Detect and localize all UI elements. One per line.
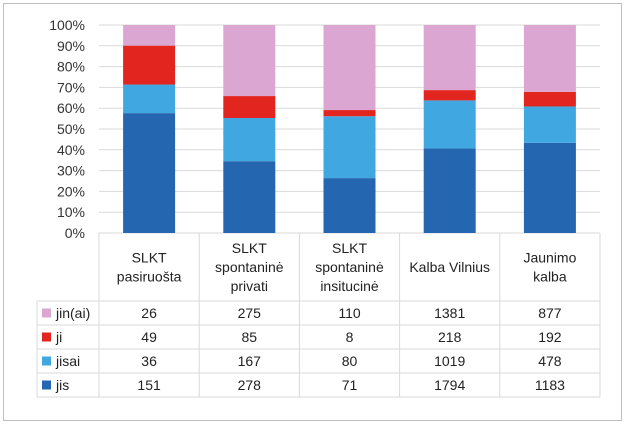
y-tick-label: 0% [65,225,85,241]
bar-segment-jinai [123,25,176,46]
bar-segment-ji [223,96,276,119]
table-value: 167 [238,353,262,369]
bar-segment-jinai [523,25,576,92]
table-value: 110 [338,305,361,321]
category-label: SLKT [132,250,167,266]
category-label: privati [231,278,268,294]
legend-key-jisai [42,356,51,366]
bar-segment-ji [323,110,376,117]
category-label: Jaunimo [523,250,576,266]
y-tick-label: 30% [57,163,85,179]
category-label: SLKT [332,240,367,256]
bar-segment-jinai [423,25,476,91]
bar-segment-ji [123,45,176,85]
y-tick-label: 40% [57,142,85,158]
y-tick-label: 50% [57,121,85,137]
category-label: Kalba Vilnius [409,259,490,275]
bar-segment-jisai [523,106,576,143]
bar-segment-jisai [223,118,276,162]
table-value: 478 [538,353,562,369]
bar-segment-jinai [323,25,376,111]
table-value: 71 [342,377,358,393]
chart-frame [3,3,622,421]
y-tick-label: 80% [57,59,85,75]
bar-segment-jis [123,113,176,233]
table-value: 26 [141,305,157,321]
bar-segment-jinai [223,25,276,97]
table-value: 1019 [434,353,465,369]
table-value: 275 [238,305,262,321]
bar-segment-jisai [423,100,476,149]
y-tick-label: 90% [57,38,85,54]
table-value: 278 [238,377,262,393]
y-tick-label: 10% [57,204,85,220]
table-value: 218 [438,329,462,345]
legend-key-ji [42,332,51,342]
category-label: pasiruošta [117,269,182,285]
category-label: kalba [533,269,567,285]
table-value: 151 [137,377,161,393]
bar-segment-ji [423,90,476,101]
bar-segment-jis [523,142,576,233]
category-label: spontaninė [215,259,284,275]
table-value: 8 [346,329,354,345]
bar-segment-jisai [323,116,376,179]
legend-key-jinai [42,308,51,318]
table-value: 49 [141,329,157,345]
table-value: 1381 [434,305,465,321]
category-label: spontaninė [315,259,384,275]
table-value: 80 [342,353,358,369]
category-label: SLKT [232,240,267,256]
legend-label: jisai [55,353,80,369]
table-value: 1794 [434,377,465,393]
y-tick-label: 70% [57,79,85,95]
table-value: 877 [538,305,562,321]
bar-segment-jisai [123,84,176,114]
y-tick-label: 100% [49,17,85,33]
table-value: 1183 [535,377,565,393]
legend-key-jis [42,380,51,390]
table-value: 85 [242,329,258,345]
y-tick-label: 60% [57,100,85,116]
table-value: 192 [538,329,562,345]
category-label: insitucinė [320,278,379,294]
bar-segment-ji [523,91,576,107]
legend-label: ji [55,329,62,345]
bar-segment-jis [223,161,276,233]
bar-segment-jis [423,148,476,233]
y-tick-label: 20% [57,183,85,199]
legend-label: jis [55,377,69,393]
legend-label: jin(ai) [55,305,90,321]
bar-segment-jis [323,178,376,233]
table-value: 36 [141,353,157,369]
